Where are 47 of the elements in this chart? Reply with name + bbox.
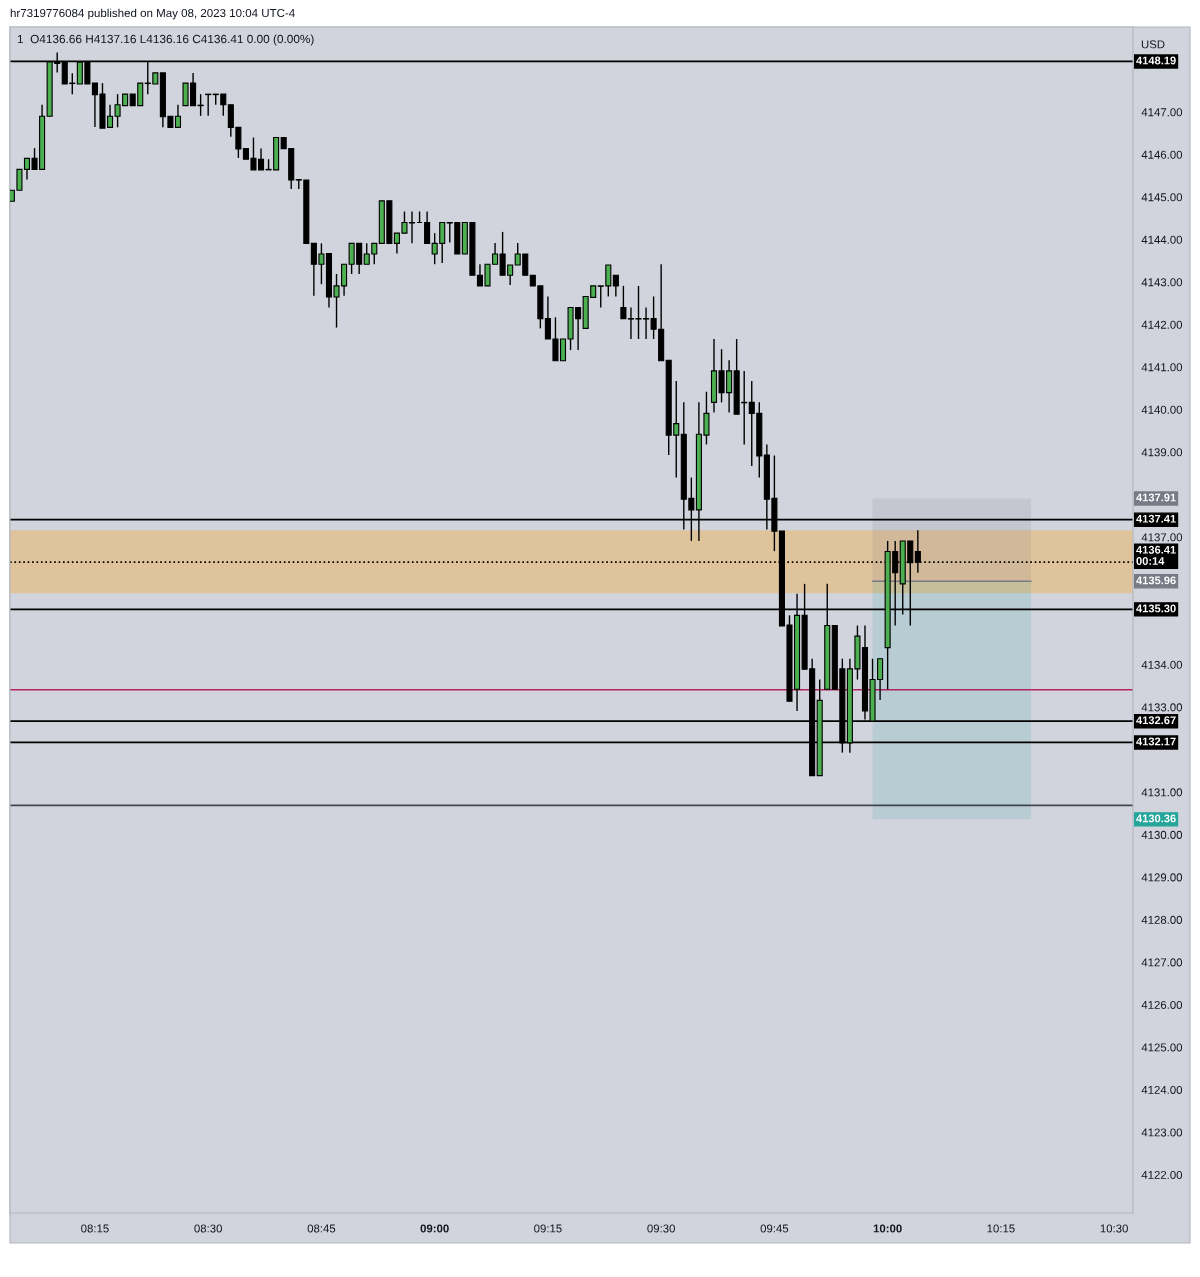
y-tick-label: 4144.00 bbox=[1141, 235, 1183, 244]
x-tick-label: 10:30 bbox=[1100, 1224, 1128, 1233]
y-tick-label: 4143.00 bbox=[1141, 278, 1183, 287]
y-tick-label: 4130.00 bbox=[1141, 830, 1183, 839]
y-tick-label: 4140.00 bbox=[1141, 405, 1183, 414]
y-tick-label: 4126.00 bbox=[1141, 1000, 1183, 1009]
ref-line-label: 4137.41 bbox=[1136, 514, 1176, 523]
x-tick-label: 10:15 bbox=[987, 1224, 1015, 1233]
x-tick-label: 09:30 bbox=[647, 1224, 675, 1233]
candlestick bbox=[424, 210, 431, 245]
y-tick-label: 4145.00 bbox=[1141, 193, 1183, 202]
x-tick-label: 08:45 bbox=[307, 1224, 336, 1233]
annotation: 4135.96 bbox=[1136, 576, 1176, 585]
x-tick-label: 09:45 bbox=[760, 1224, 789, 1233]
x-tick-label: 08:30 bbox=[194, 1224, 222, 1233]
x-tick-label: 09:15 bbox=[534, 1224, 562, 1233]
y-tick-label: 4146.00 bbox=[1141, 150, 1183, 159]
y-tick-label: 4128.00 bbox=[1141, 915, 1183, 924]
ref-line-label: 4132.67 bbox=[1136, 716, 1176, 725]
ref-line-label: 4132.17 bbox=[1136, 737, 1176, 746]
y-tick-label: 4127.00 bbox=[1141, 958, 1183, 967]
y-tick-label: 4139.00 bbox=[1141, 448, 1183, 457]
x-tick-label: 10:00 bbox=[873, 1224, 902, 1233]
y-tick-label: 4134.00 bbox=[1141, 660, 1183, 669]
y-tick-label: 4125.00 bbox=[1141, 1043, 1183, 1052]
candlestick bbox=[914, 529, 921, 574]
candlestick bbox=[612, 274, 619, 298]
y-tick-label: 4123.00 bbox=[1141, 1128, 1183, 1137]
ref-line-label: 4135.30 bbox=[1136, 604, 1176, 613]
y-tick-label: 4142.00 bbox=[1141, 320, 1183, 329]
y-tick-label: 4129.00 bbox=[1141, 873, 1183, 882]
y-tick-label: 4141.00 bbox=[1141, 363, 1183, 372]
y-tick-label: 4137.00 bbox=[1141, 533, 1183, 542]
x-tick-label: 08:15 bbox=[81, 1224, 109, 1233]
y-tick-label: 4124.00 bbox=[1141, 1085, 1183, 1094]
y-tick-label: 4131.00 bbox=[1141, 788, 1183, 797]
ref-line-label: 4148.19 bbox=[1136, 56, 1176, 65]
text: 1 O4136.66 H4137.16 L4136.16 C4136.41 0.00 (0.00%) bbox=[17, 34, 314, 46]
y-tick-label: 4147.00 bbox=[1141, 108, 1183, 117]
text: hr7319776084 published on May 08, 2023 10:04 UTC-4 bbox=[10, 8, 295, 20]
x-tick-label: 09:00 bbox=[420, 1224, 449, 1233]
annotation: 4137.91 bbox=[1136, 493, 1176, 502]
y-tick-label: 4133.00 bbox=[1141, 703, 1183, 712]
annotation: 4130.36 bbox=[1136, 814, 1176, 823]
y-axis-title: USD bbox=[1141, 40, 1165, 49]
ref-line-label: 4136.41 00:14 bbox=[1136, 545, 1176, 565]
y-tick-label: 4122.00 bbox=[1141, 1170, 1183, 1179]
